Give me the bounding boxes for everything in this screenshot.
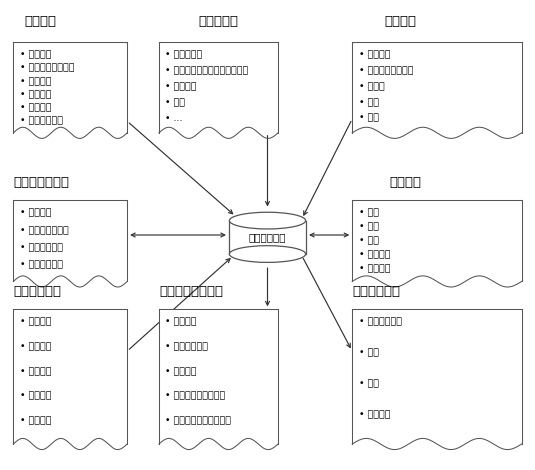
Text: 社区管理: 社区管理 [384, 16, 416, 28]
Polygon shape [159, 42, 278, 133]
Text: • 服务编号: • 服务编号 [20, 342, 51, 351]
Polygon shape [13, 200, 127, 282]
Text: • 医疗机构编号: • 医疗机构编号 [165, 342, 208, 351]
Text: • 负责人: • 负责人 [358, 82, 384, 91]
Text: • 会员编号: • 会员编号 [20, 51, 51, 60]
Text: • 医疗机构编号: • 医疗机构编号 [358, 318, 402, 327]
Text: 医疗机构管理: 医疗机构管理 [352, 285, 400, 298]
Text: • 服务开始时间: • 服务开始时间 [20, 243, 63, 252]
Polygon shape [352, 42, 522, 133]
Text: • 对应的科室和医生信息: • 对应的科室和医生信息 [165, 416, 231, 425]
Polygon shape [352, 200, 522, 282]
Text: • 健康档案: • 健康档案 [20, 90, 51, 99]
Text: • 安装地点：家庭或者社区编号: • 安装地点：家庭或者社区编号 [165, 66, 249, 75]
Text: • 编号: • 编号 [358, 209, 379, 218]
Text: 健康知识: 健康知识 [389, 176, 421, 188]
Text: • 建议日期: • 建议日期 [20, 416, 51, 425]
Polygon shape [13, 42, 127, 133]
Polygon shape [230, 220, 305, 254]
Text: 会员健康建议: 会员健康建议 [13, 285, 62, 298]
Text: • 服务编号: • 服务编号 [165, 318, 197, 327]
Text: 机顶盒管理: 机顶盒管理 [198, 16, 239, 28]
Text: • 安装的机顶盒编号: • 安装的机顶盒编号 [358, 66, 413, 75]
Text: • 主题: • 主题 [358, 222, 379, 231]
Polygon shape [352, 309, 522, 444]
Text: • 服务截止时间: • 服务截止时间 [20, 261, 63, 270]
Text: 档案管理中心: 档案管理中心 [249, 232, 286, 243]
Text: • 电话: • 电话 [358, 98, 379, 107]
Text: • 收费方式和收费价格: • 收费方式和收费价格 [165, 392, 226, 400]
Text: • 地址: • 地址 [358, 114, 379, 123]
Text: • 名称: • 名称 [358, 348, 379, 358]
Text: • 基础档案: • 基础档案 [20, 77, 51, 86]
Text: • 生产厂家: • 生产厂家 [165, 82, 197, 91]
Text: 会员管理: 会员管理 [24, 16, 56, 28]
Text: • 型号: • 型号 [165, 98, 185, 107]
Text: • 发布时间: • 发布时间 [358, 251, 390, 259]
Text: • 内容: • 内容 [358, 236, 379, 245]
Text: • 建议内容: • 建议内容 [20, 392, 51, 400]
Text: • 安装的机顶盒编号: • 安装的机顶盒编号 [20, 64, 74, 73]
Ellipse shape [230, 246, 305, 262]
Text: • 地点: • 地点 [358, 379, 379, 388]
Text: • 购买的服务编号: • 购买的服务编号 [20, 226, 68, 235]
Ellipse shape [230, 212, 305, 229]
Text: • 社区编号: • 社区编号 [358, 51, 390, 60]
Text: • ...: • ... [165, 114, 183, 123]
Text: 会员购买的服务: 会员购买的服务 [13, 176, 70, 188]
Polygon shape [159, 309, 278, 444]
Polygon shape [13, 309, 127, 444]
Text: • 会员编号: • 会员编号 [20, 209, 51, 218]
Text: • 快测医疗档案: • 快测医疗档案 [20, 117, 63, 125]
Text: • 建议医生: • 建议医生 [20, 367, 51, 376]
Text: • 市场标记: • 市场标记 [358, 264, 390, 273]
Text: 医疗服务项目管理: 医疗服务项目管理 [159, 285, 223, 298]
Text: • 会员编号: • 会员编号 [20, 318, 51, 327]
Text: • 机顶盒编号: • 机顶盒编号 [165, 51, 203, 60]
Text: • 家庭档案: • 家庭档案 [20, 103, 51, 112]
Text: • 服务名称: • 服务名称 [165, 367, 197, 376]
Text: • 法人代表: • 法人代表 [358, 410, 390, 419]
